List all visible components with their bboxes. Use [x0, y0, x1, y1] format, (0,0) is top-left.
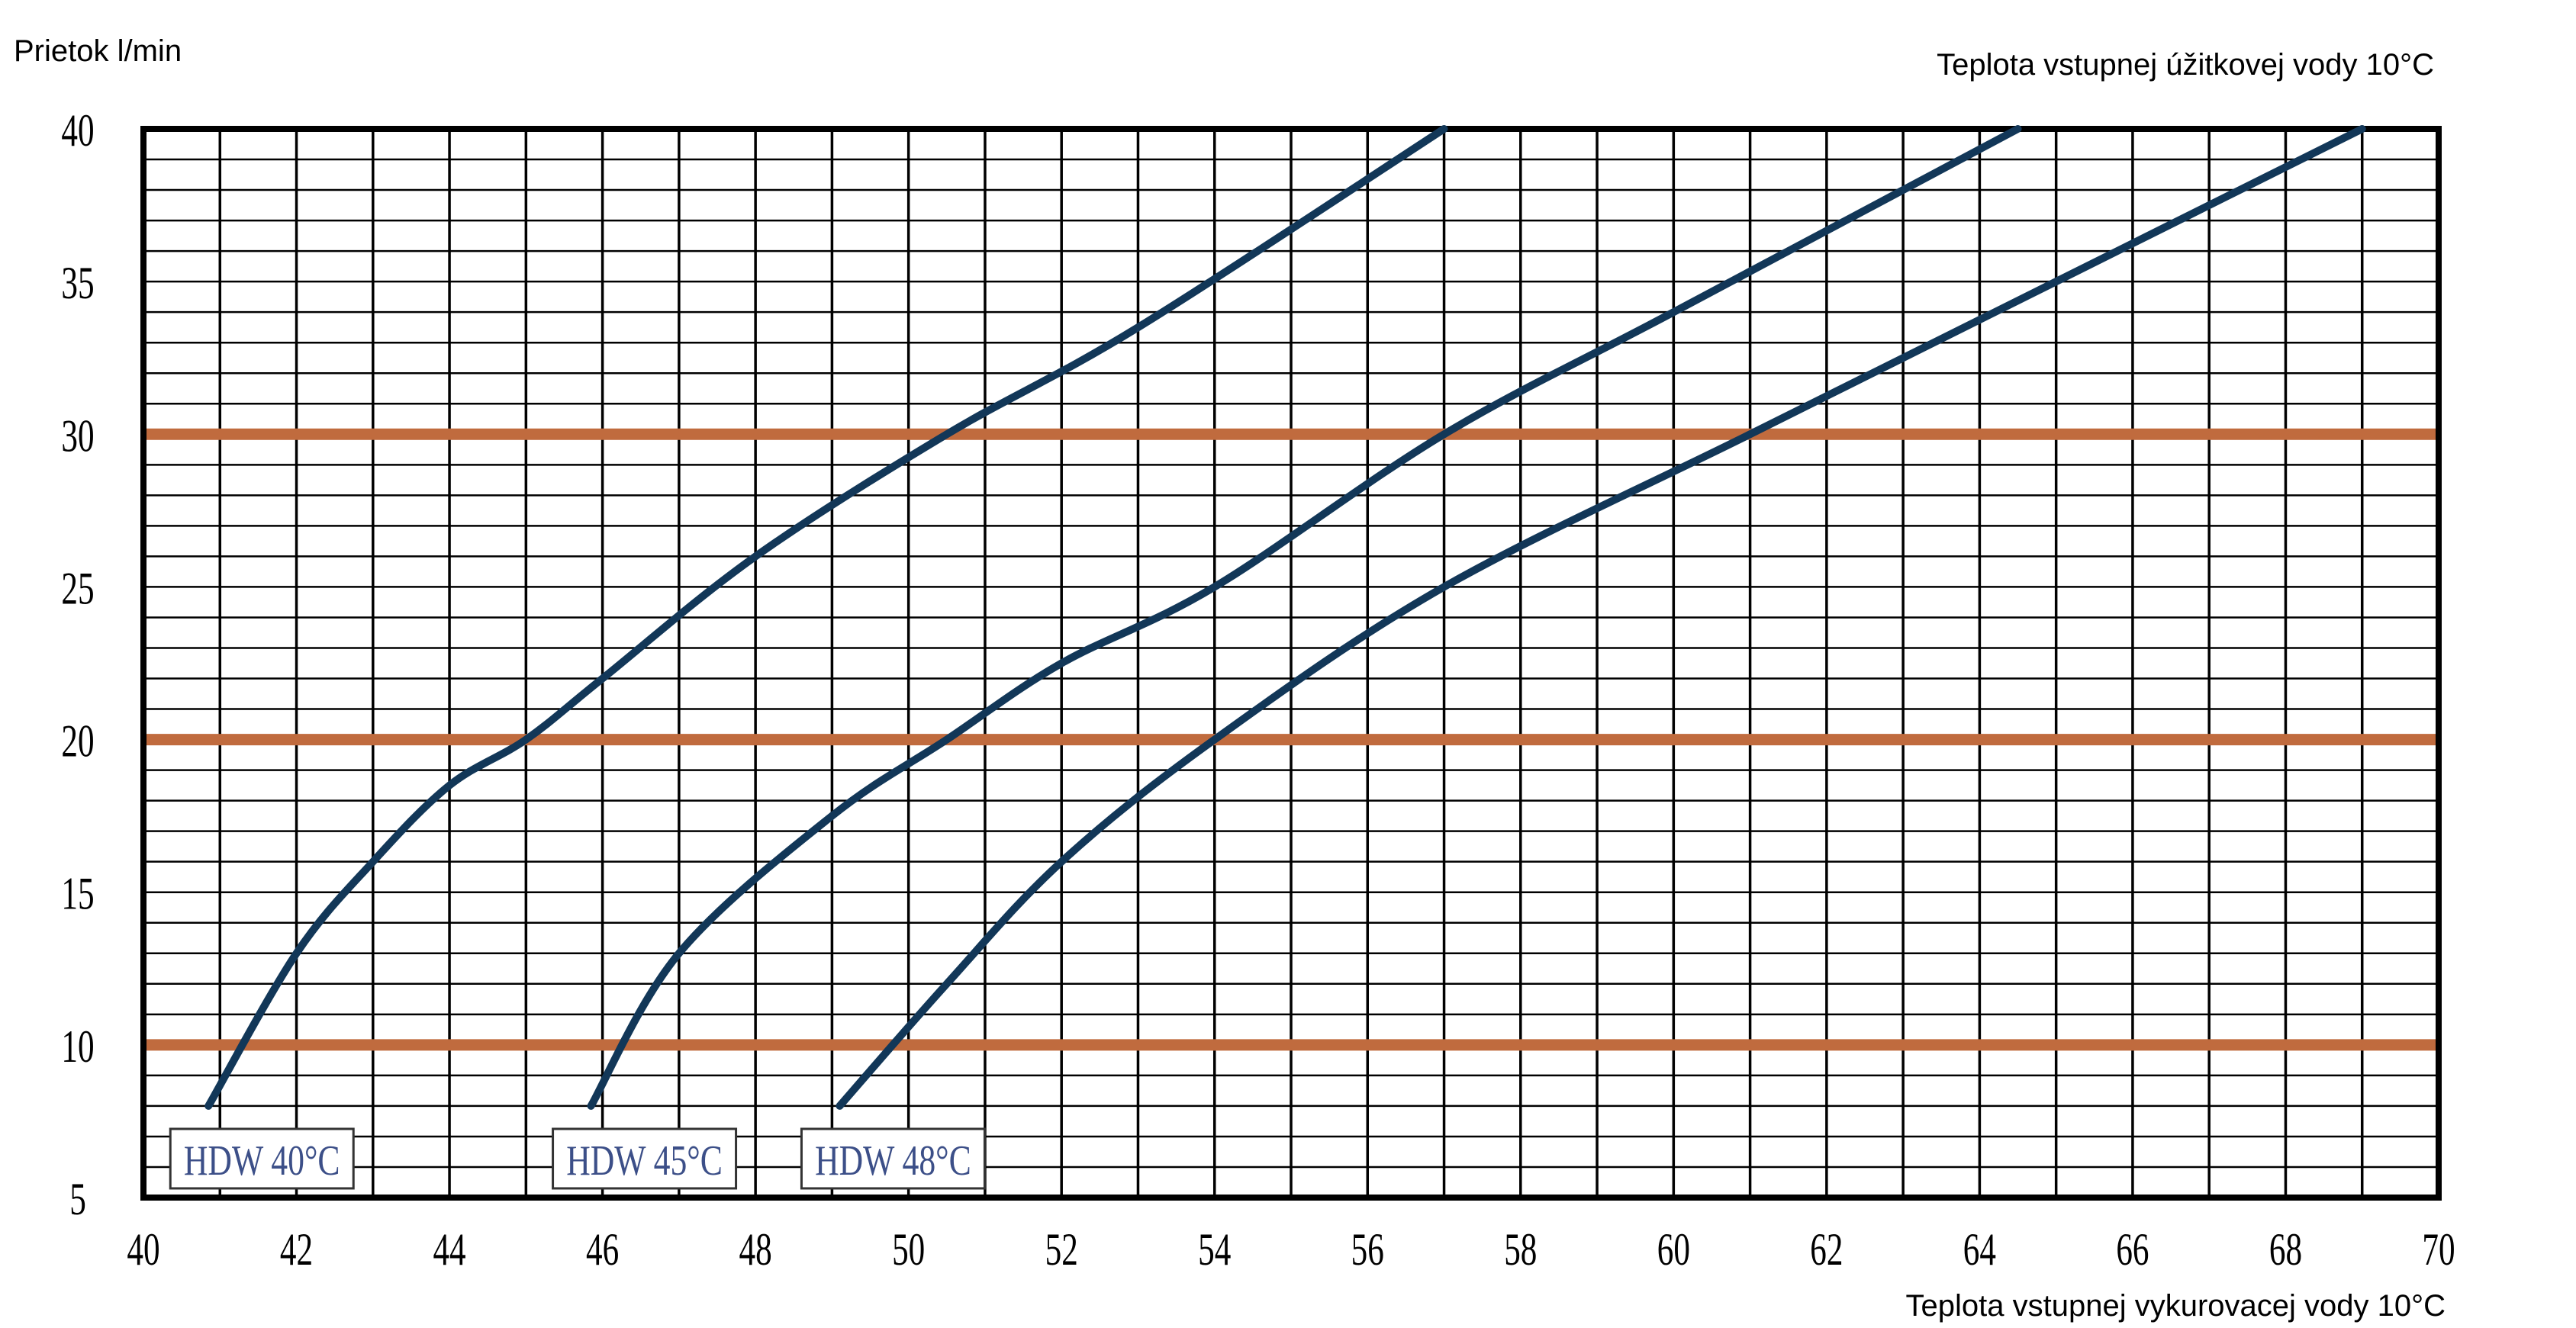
- x-tick-label: 60: [1657, 1224, 1690, 1275]
- y-tick-label: 40: [61, 105, 94, 156]
- y-tick-label: 10: [61, 1021, 94, 1072]
- y-tick-label: 15: [61, 869, 94, 920]
- x-axis-label: Teplota vstupnej vykurovacej vody 10°C: [1906, 1289, 2446, 1323]
- y-ticks: 5 10 15 20 25 30 35 40: [61, 105, 94, 1225]
- y-tick-label: 25: [61, 564, 94, 615]
- x-tick-label: 62: [1810, 1224, 1843, 1275]
- y-tick-label: 35: [61, 258, 94, 309]
- x-tick-label: 56: [1351, 1224, 1384, 1275]
- series-label: HDW 40°C: [184, 1137, 340, 1184]
- x-tick-label: 70: [2422, 1224, 2455, 1275]
- x-tick-label: 68: [2269, 1224, 2302, 1275]
- series-group: HDW 40°C HDW 45°C HDW 48°C: [169, 125, 2366, 1190]
- x-tick-label: 52: [1045, 1224, 1078, 1275]
- plot-frame: [140, 126, 2442, 1201]
- x-tick-label: 48: [739, 1224, 772, 1275]
- series-label: HDW 48°C: [815, 1137, 971, 1184]
- x-tick-label: 40: [127, 1224, 159, 1275]
- series-label: HDW 45°C: [566, 1137, 723, 1184]
- y-tick-label: 5: [69, 1174, 86, 1225]
- x-ticks: 40 42 44 46 48 50 52 54 56 58 60 62 64 66 68 70: [127, 1224, 2455, 1275]
- series-label-box: [800, 1127, 986, 1190]
- x-tick-label: 66: [2116, 1224, 2149, 1275]
- series-label-box: [169, 1127, 355, 1190]
- x-tick-label: 42: [280, 1224, 313, 1275]
- series-line-2: [587, 125, 2022, 1110]
- x-tick-label: 58: [1504, 1224, 1537, 1275]
- y-tick-label: 20: [61, 716, 94, 767]
- x-tick-label: 54: [1198, 1224, 1231, 1275]
- top-axis-label: Teplota vstupnej úžitkovej vody 10°C: [1937, 48, 2434, 82]
- grid: [143, 129, 2439, 1198]
- x-tick-label: 64: [1963, 1224, 1996, 1275]
- x-tick-label: 44: [433, 1224, 465, 1275]
- y-tick-label: 30: [61, 410, 94, 461]
- series-line-3: [836, 125, 2366, 1110]
- series-label-box: [552, 1127, 738, 1190]
- x-tick-label: 50: [892, 1224, 925, 1275]
- x-tick-label: 46: [586, 1224, 619, 1275]
- series-line-1: [204, 125, 1448, 1110]
- y-axis-label: Prietok l/min: [14, 34, 182, 68]
